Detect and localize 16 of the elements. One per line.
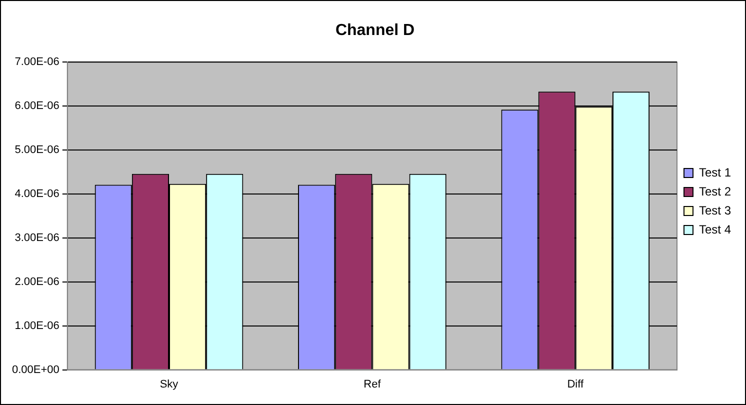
y-tick-label: 7.00E-06 [14, 56, 60, 68]
y-tick-label: 0.00E+00 [12, 364, 60, 376]
x-tick-label: Sky [160, 378, 179, 390]
y-tick-label: 1.00E-06 [14, 320, 60, 332]
y-tick-label: 5.00E-06 [14, 144, 60, 156]
y-tick-label: 3.00E-06 [14, 232, 60, 244]
legend-label: Test 1 [698, 165, 732, 180]
x-tick-label: Ref [364, 378, 382, 390]
legend-label: Test 4 [698, 222, 732, 236]
y-tick-label: 4.00E-06 [14, 188, 60, 200]
legend-label: Test 2 [698, 184, 732, 198]
x-tick-label: Diff [567, 378, 584, 390]
y-tick-label: 6.00E-06 [14, 100, 60, 112]
chart-title: Channel D [335, 22, 415, 40]
y-tick-label: 2.00E-06 [14, 276, 60, 288]
legend-label: Test 3 [698, 203, 732, 218]
